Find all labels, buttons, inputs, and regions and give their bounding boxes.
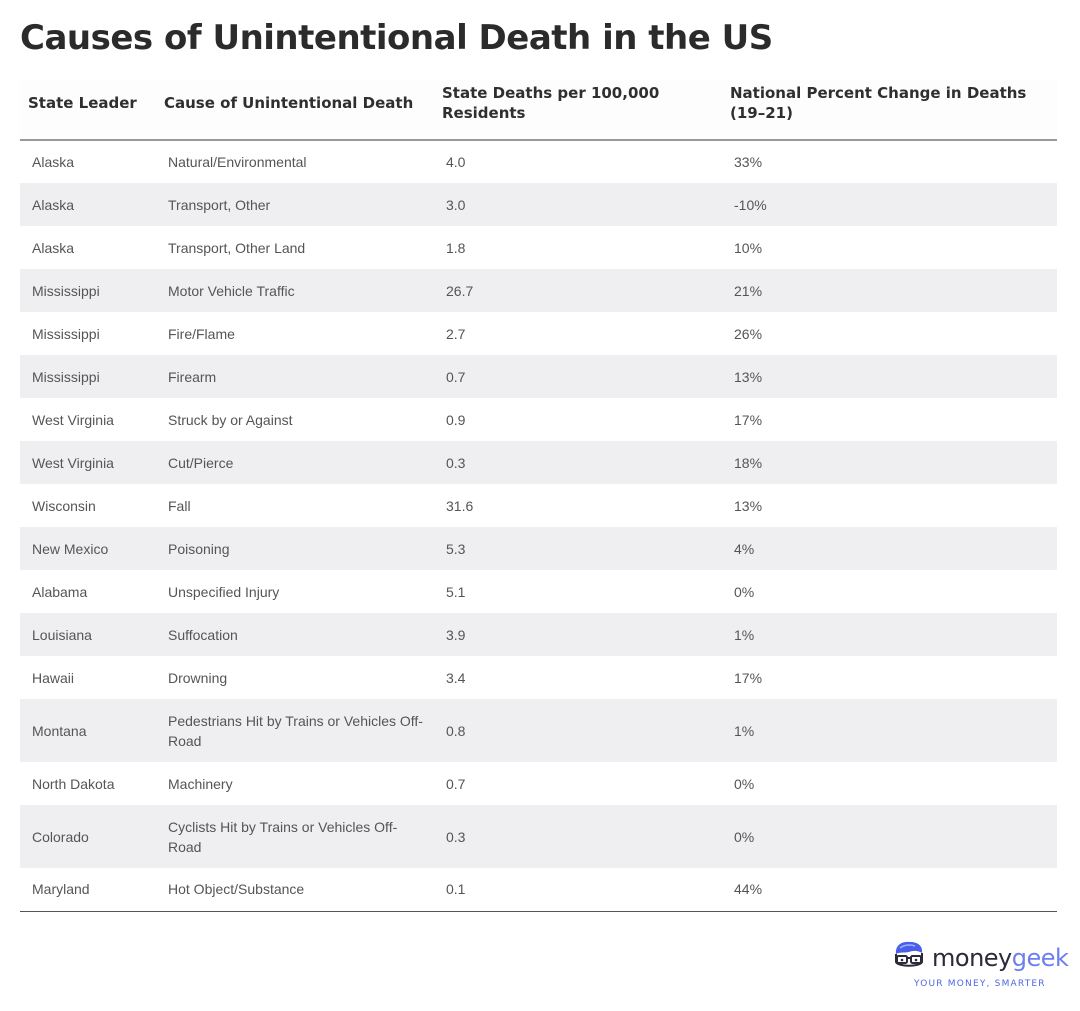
table-row: Montana Pedestrians Hit by Trains or Vehi… (20, 699, 1057, 762)
logo-tagline: YOUR MONEY, SMARTER (914, 979, 1046, 989)
cell-change: 17% (734, 411, 763, 428)
cell-cause: Transport, Other (156, 183, 434, 226)
table-row: North Dakota Machinery 0.7 0% (20, 762, 1057, 805)
cell-change: 1% (722, 699, 1057, 762)
cell-change: 0% (734, 775, 755, 792)
cell-change: -10% (722, 183, 1057, 226)
cell-cause: Cut/Pierce (156, 441, 434, 484)
cell-deaths: 31.6 (446, 497, 474, 514)
table-row: Hawaii Drowning 3.4 17% (20, 656, 1057, 699)
cell-state: Hawaii (32, 669, 75, 686)
cell-deaths: 2.7 (446, 325, 466, 342)
cell-cause: Natural/Environmental (168, 154, 307, 170)
cell-change: 44% (722, 868, 1057, 912)
header-state-deaths: State Deaths per 100,000 Residents (434, 80, 722, 141)
cell-deaths: 4.0 (446, 154, 466, 170)
cell-state: Alaska (32, 154, 75, 170)
cell-deaths: 5.3 (434, 527, 722, 570)
page-title: Causes of Unintentional Death in the US (20, 18, 773, 58)
cell-deaths: 0.9 (446, 411, 466, 428)
cell-state: Alaska (32, 239, 75, 256)
table-header-row: State Leader Cause of Unintentional Deat… (20, 80, 1057, 141)
cell-cause: Pedestrians Hit by Trains or Vehicles Of… (156, 699, 434, 762)
cell-state: Mississippi (20, 269, 156, 312)
cell-cause: Drowning (168, 669, 228, 686)
logo-wordmark: moneygeek (932, 943, 1069, 973)
cell-change: 4% (722, 527, 1057, 570)
logo-word-money: money (932, 943, 1012, 972)
cell-change: 21% (722, 269, 1057, 312)
header-state-leader: State Leader (20, 80, 156, 141)
cell-cause: Firearm (156, 355, 434, 398)
table-row: West Virginia Cut/Pierce 0.3 18% (20, 441, 1057, 484)
cell-cause: Hot Object/Substance (156, 868, 434, 912)
cell-deaths: 5.1 (446, 583, 466, 600)
cell-state: Wisconsin (32, 497, 96, 514)
table-row: Maryland Hot Object/Substance 0.1 44% (20, 868, 1057, 912)
cell-cause: Fire/Flame (168, 325, 235, 342)
cell-state: West Virginia (32, 411, 114, 428)
table-row: West Virginia Struck by or Against 0.9 17% (20, 398, 1057, 441)
cell-state: West Virginia (20, 441, 156, 484)
cell-deaths: 0.3 (434, 805, 722, 868)
cell-change: 26% (734, 325, 763, 342)
cell-cause: Cyclists Hit by Trains or Vehicles Off-R… (156, 805, 434, 868)
table-row: Alaska Transport, Other 3.0 -10% (20, 183, 1057, 226)
cell-state: Mississippi (32, 325, 100, 342)
table-row: Mississippi Motor Vehicle Traffic 26.7 21% (20, 269, 1057, 312)
cell-deaths: 0.3 (434, 441, 722, 484)
cell-cause: Suffocation (156, 613, 434, 656)
cell-state: Maryland (20, 868, 156, 912)
cell-cause: Transport, Other Land (168, 239, 306, 256)
table-row: Alaska Natural/Environmental 4.0 33% (20, 140, 1057, 183)
cell-state: Mississippi (20, 355, 156, 398)
deaths-table-container: State Leader Cause of Unintentional Deat… (20, 80, 1057, 912)
table-row: Colorado Cyclists Hit by Trains or Vehicl… (20, 805, 1057, 868)
moneygeek-logo: moneygeek YOUR MONEY, SMARTER (892, 940, 1069, 995)
cell-cause: Struck by or Against (168, 411, 293, 428)
cell-deaths: 3.4 (446, 669, 466, 686)
table-row: Alaska Transport, Other Land 1.8 10% (20, 226, 1057, 269)
cell-change: 17% (734, 669, 763, 686)
logo-word-geek: geek (1011, 943, 1069, 972)
cell-state: Alabama (32, 583, 88, 600)
cell-deaths: 26.7 (434, 269, 722, 312)
table-row: Louisiana Suffocation 3.9 1% (20, 613, 1057, 656)
cell-deaths: 0.7 (446, 775, 466, 792)
cell-change: 18% (722, 441, 1057, 484)
cell-deaths: 1.8 (446, 239, 466, 256)
geek-face-icon (892, 940, 926, 975)
table-row: Wisconsin Fall 31.6 13% (20, 484, 1057, 527)
cell-deaths: 3.0 (434, 183, 722, 226)
cell-state: New Mexico (20, 527, 156, 570)
cell-deaths: 0.7 (434, 355, 722, 398)
deaths-table: State Leader Cause of Unintentional Deat… (20, 80, 1057, 912)
cell-state: North Dakota (32, 775, 115, 792)
table-row: Mississippi Firearm 0.7 13% (20, 355, 1057, 398)
cell-change: 1% (722, 613, 1057, 656)
header-cause: Cause of Unintentional Death (156, 80, 434, 141)
cell-change: 0% (722, 805, 1057, 868)
cell-change: 13% (734, 497, 763, 514)
cell-change: 33% (734, 154, 763, 170)
cell-change: 10% (734, 239, 763, 256)
cell-cause: Fall (168, 497, 191, 514)
cell-deaths: 3.9 (434, 613, 722, 656)
cell-cause: Machinery (168, 775, 233, 792)
cell-cause: Motor Vehicle Traffic (156, 269, 434, 312)
cell-deaths: 0.1 (434, 868, 722, 912)
cell-cause: Poisoning (156, 527, 434, 570)
cell-state: Montana (20, 699, 156, 762)
cell-cause: Unspecified Injury (168, 583, 280, 600)
header-national-change: National Percent Change in Deaths (19–21… (722, 80, 1057, 141)
cell-deaths: 0.8 (434, 699, 722, 762)
cell-state: Louisiana (20, 613, 156, 656)
cell-change: 0% (734, 583, 755, 600)
table-row: New Mexico Poisoning 5.3 4% (20, 527, 1057, 570)
table-row: Alabama Unspecified Injury 5.1 0% (20, 570, 1057, 613)
cell-state: Colorado (20, 805, 156, 868)
table-row: Mississippi Fire/Flame 2.7 26% (20, 312, 1057, 355)
cell-change: 13% (722, 355, 1057, 398)
cell-state: Alaska (20, 183, 156, 226)
